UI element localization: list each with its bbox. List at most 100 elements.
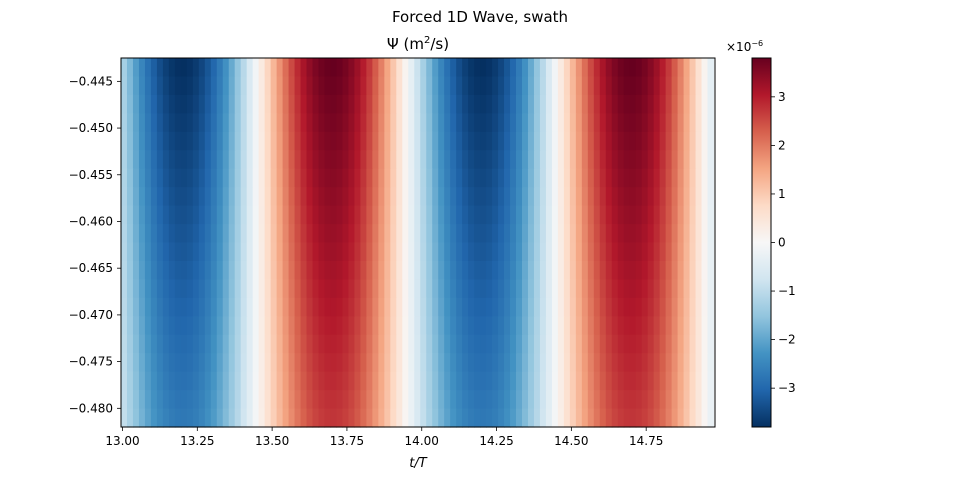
heatmap-cell — [228, 242, 236, 262]
heatmap-cell — [258, 113, 266, 133]
heatmap-cell — [228, 408, 236, 428]
heatmap-cell — [468, 131, 475, 151]
heatmap-cell — [498, 76, 505, 96]
heatmap-cell — [456, 390, 463, 410]
heatmap-cell — [258, 390, 266, 410]
heatmap-cell — [569, 113, 577, 133]
heatmap-cell — [384, 224, 391, 244]
heatmap-cell — [264, 371, 272, 391]
heatmap-cell — [527, 168, 535, 188]
heatmap-cell — [294, 168, 302, 188]
heatmap-cell — [575, 168, 583, 188]
heatmap-cell — [174, 168, 182, 188]
heatmap-cell — [498, 187, 505, 207]
heatmap-cell — [204, 58, 212, 78]
heatmap-cell — [288, 260, 296, 280]
heatmap-cell — [240, 76, 248, 96]
heatmap-cell — [438, 390, 445, 410]
heatmap-cell — [420, 316, 427, 336]
heatmap-cell — [252, 334, 260, 354]
heatmap-cell — [168, 334, 176, 354]
heatmap-cell — [611, 334, 619, 354]
heatmap-cell — [605, 113, 613, 133]
heatmap-cell — [516, 334, 523, 354]
colorbar-tick-label: 0 — [778, 236, 786, 250]
heatmap-cell — [474, 205, 481, 225]
heatmap-cell — [132, 371, 140, 391]
heatmap-cell — [486, 168, 493, 188]
heatmap-cell — [228, 390, 236, 410]
heatmap-cell — [216, 58, 224, 78]
heatmap-cell — [545, 371, 553, 391]
heatmap-cell — [402, 113, 409, 133]
heatmap-cell — [330, 113, 338, 133]
heatmap-cell — [432, 94, 439, 114]
heatmap-cell — [270, 353, 278, 373]
heatmap-cell — [210, 205, 218, 225]
heatmap-cell — [396, 76, 403, 96]
heatmap-cell — [510, 224, 517, 244]
heatmap-cell — [486, 353, 493, 373]
heatmap-cell — [246, 390, 254, 410]
heatmap-cell — [605, 205, 613, 225]
heatmap-cell — [342, 168, 350, 188]
heatmap-cell — [252, 76, 260, 96]
heatmap-cell — [228, 58, 236, 78]
heatmap-cell — [156, 58, 164, 78]
heatmap-cell — [504, 371, 511, 391]
heatmap-cell — [587, 224, 595, 244]
heatmap-cell — [126, 297, 134, 317]
heatmap-cell — [635, 260, 643, 280]
heatmap-cell — [246, 316, 254, 336]
heatmap-cell — [354, 76, 361, 96]
heatmap-cell — [222, 131, 230, 151]
heatmap-cell — [641, 353, 649, 373]
heatmap-cell — [300, 76, 308, 96]
heatmap-cell — [180, 58, 188, 78]
heatmap-cell — [318, 316, 326, 336]
heatmap-cell — [138, 58, 146, 78]
heatmap-cell — [438, 371, 445, 391]
heatmap-cell — [504, 205, 511, 225]
heatmap-cell — [617, 297, 625, 317]
heatmap-cell — [707, 58, 715, 78]
heatmap-cell — [557, 371, 565, 391]
heatmap-cell — [462, 334, 469, 354]
heatmap-cell — [222, 316, 230, 336]
heatmap-cell — [390, 371, 397, 391]
heatmap-cell — [324, 408, 332, 428]
heatmap-cell — [653, 353, 661, 373]
heatmap-cell — [587, 205, 595, 225]
heatmap-cell — [533, 187, 541, 207]
heatmap-cell — [647, 94, 655, 114]
heatmap-cell — [504, 279, 511, 299]
heatmap-cell — [210, 113, 218, 133]
heatmap-cell — [264, 408, 272, 428]
heatmap-cell — [300, 334, 308, 354]
heatmap-cell — [516, 94, 523, 114]
heatmap-cell — [144, 168, 152, 188]
heatmap-cell — [288, 316, 296, 336]
heatmap-cell — [192, 58, 200, 78]
heatmap-cell — [474, 150, 481, 170]
x-tick-label: 13.75 — [330, 434, 364, 448]
heatmap-cell — [270, 168, 278, 188]
heatmap-cell — [450, 168, 457, 188]
heatmap-cell — [623, 168, 631, 188]
heatmap-cell — [641, 242, 649, 262]
heatmap-cell — [707, 334, 715, 354]
heatmap-cell — [599, 390, 607, 410]
heatmap-cell — [126, 205, 134, 225]
heatmap-cell — [659, 94, 667, 114]
heatmap-cell — [330, 242, 338, 262]
heatmap-cell — [492, 353, 499, 373]
heatmap-cell — [264, 113, 272, 133]
heatmap-cell — [635, 187, 643, 207]
heatmap-cell — [641, 76, 649, 96]
heatmap-cell — [504, 58, 511, 78]
heatmap-cell — [372, 316, 379, 336]
heatmap-cell — [312, 316, 320, 336]
heatmap-cell — [264, 131, 272, 151]
heatmap-cell — [510, 187, 517, 207]
heatmap-cell — [545, 187, 553, 207]
